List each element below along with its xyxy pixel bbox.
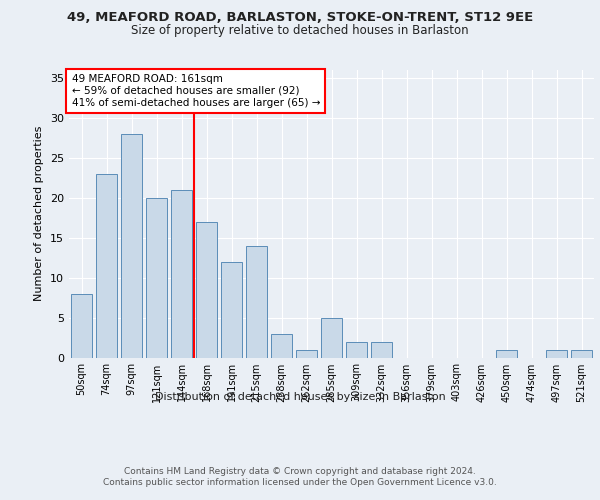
Bar bbox=[246, 246, 267, 358]
Bar bbox=[196, 222, 217, 358]
Bar bbox=[571, 350, 592, 358]
Bar bbox=[371, 342, 392, 357]
Text: Size of property relative to detached houses in Barlaston: Size of property relative to detached ho… bbox=[131, 24, 469, 37]
Bar bbox=[221, 262, 242, 358]
Bar bbox=[546, 350, 567, 358]
Text: 49, MEAFORD ROAD, BARLASTON, STOKE-ON-TRENT, ST12 9EE: 49, MEAFORD ROAD, BARLASTON, STOKE-ON-TR… bbox=[67, 11, 533, 24]
Bar bbox=[146, 198, 167, 358]
Bar bbox=[296, 350, 317, 358]
Text: Contains HM Land Registry data © Crown copyright and database right 2024.
Contai: Contains HM Land Registry data © Crown c… bbox=[103, 468, 497, 487]
Bar bbox=[346, 342, 367, 357]
Bar bbox=[171, 190, 192, 358]
Bar bbox=[71, 294, 92, 358]
Text: Distribution of detached houses by size in Barlaston: Distribution of detached houses by size … bbox=[155, 392, 445, 402]
Bar bbox=[121, 134, 142, 358]
Y-axis label: Number of detached properties: Number of detached properties bbox=[34, 126, 44, 302]
Bar bbox=[271, 334, 292, 357]
Bar bbox=[496, 350, 517, 358]
Bar bbox=[321, 318, 342, 358]
Text: 49 MEAFORD ROAD: 161sqm
← 59% of detached houses are smaller (92)
41% of semi-de: 49 MEAFORD ROAD: 161sqm ← 59% of detache… bbox=[71, 74, 320, 108]
Bar bbox=[96, 174, 117, 358]
